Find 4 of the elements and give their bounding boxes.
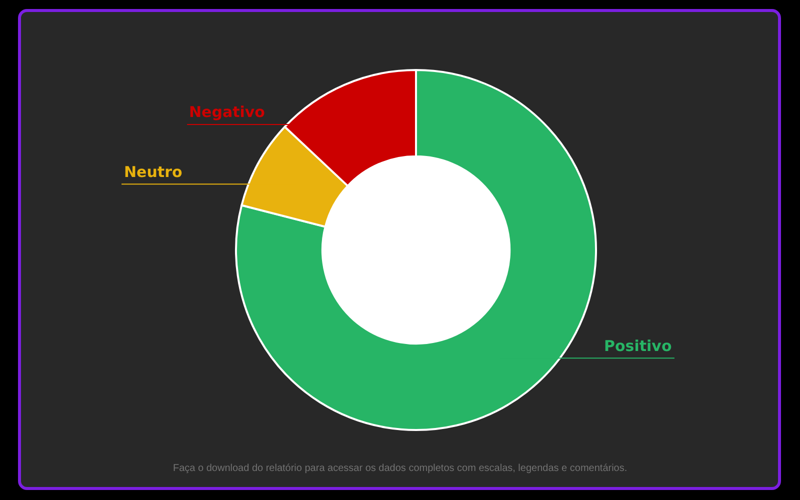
- text: Faça o download do relatório para acessar os dados completos com escalas, legendas e comentários.: [173, 463, 628, 474]
- slice-label: Negativo: [189, 103, 265, 121]
- slice-label: Neutro: [124, 163, 182, 181]
- slice-label: Positivo: [604, 337, 672, 355]
